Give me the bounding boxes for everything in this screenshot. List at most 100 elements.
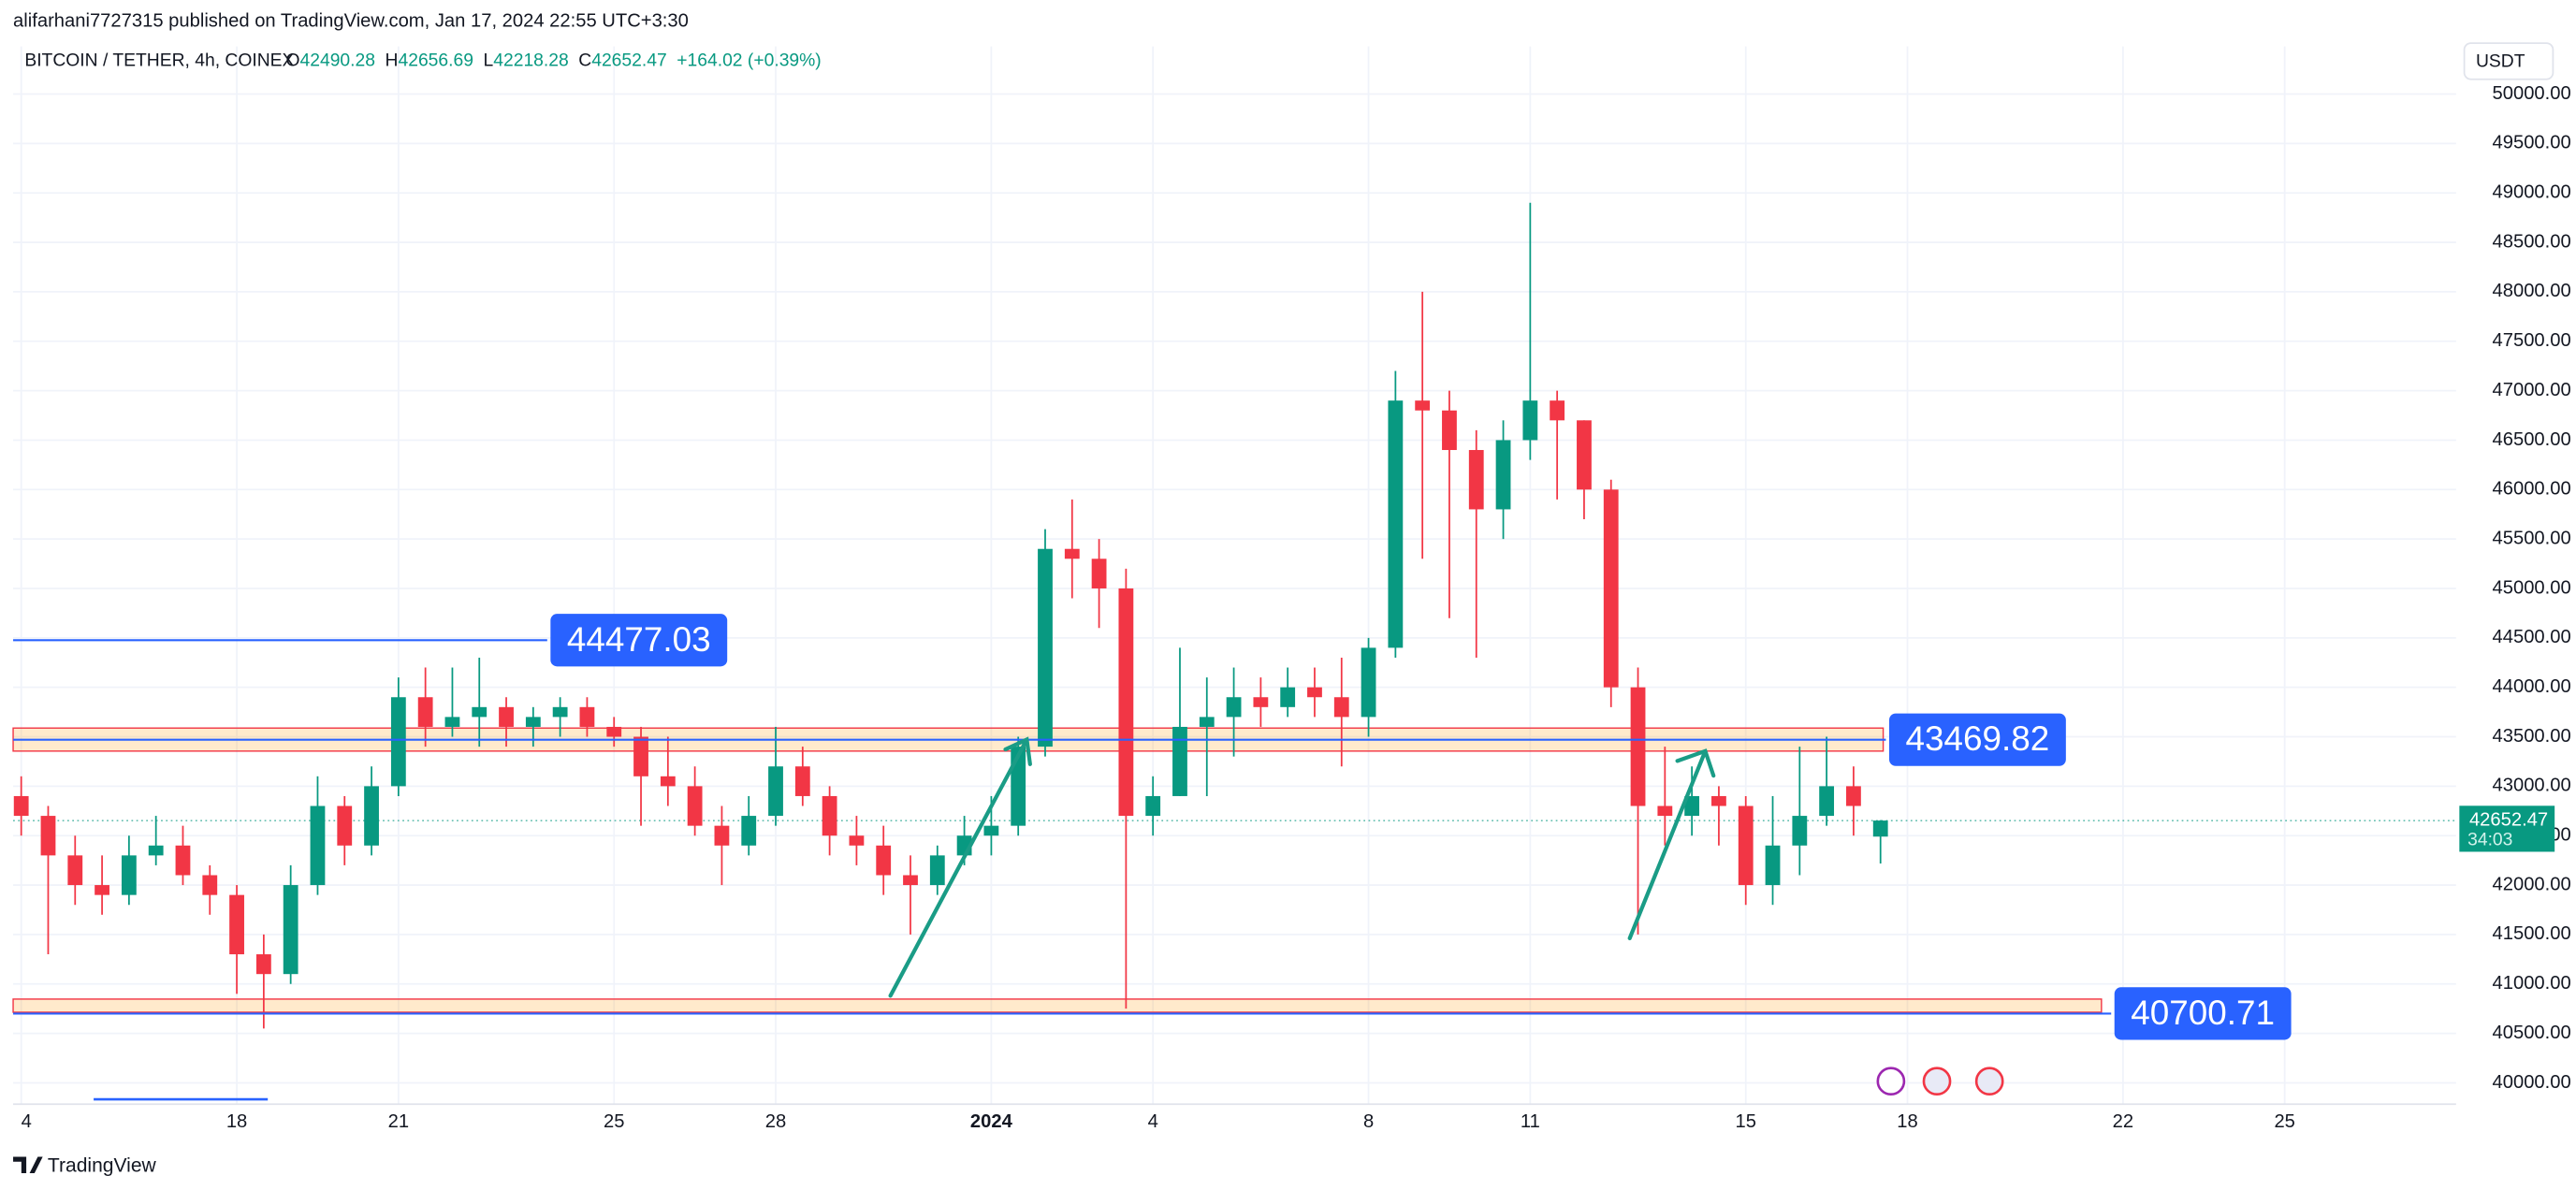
price-tag-value: 42652.47 <box>2469 809 2548 830</box>
candle-body <box>1684 795 1700 817</box>
candle-body <box>1657 805 1673 817</box>
ohlc-label: H <box>386 51 399 70</box>
event-icon[interactable] <box>1922 1067 1952 1096</box>
candle-body <box>364 786 379 846</box>
y-tick-label: 45000.00 <box>2493 577 2571 598</box>
candle-body <box>876 845 892 876</box>
candle-body <box>1522 400 1538 441</box>
y-tick-label: 47500.00 <box>2493 330 2571 351</box>
price-tag-countdown: 34:03 <box>2467 830 2512 849</box>
level-label-box <box>1888 713 2066 766</box>
candle-body <box>1846 786 1861 806</box>
currency: USDT <box>2476 51 2525 71</box>
x-tick-label: 25 <box>604 1111 624 1132</box>
ohlc-label: L <box>484 51 494 70</box>
event-icons <box>1876 1067 2004 1096</box>
ohlc-value: 42218.28 <box>493 51 569 70</box>
brand-name: TradingView <box>48 1155 157 1177</box>
candle-body <box>1280 687 1296 707</box>
candle-body <box>1253 697 1269 707</box>
y-tick-label: 41000.00 <box>2493 973 2571 994</box>
candle-body <box>849 835 865 846</box>
candle-body <box>499 706 514 727</box>
candle-body <box>417 697 433 727</box>
candle-body <box>1333 697 1349 718</box>
x-tick-label: 21 <box>388 1111 409 1132</box>
candle-body <box>633 736 648 776</box>
trend-arrows <box>888 736 1716 998</box>
candle-body <box>1145 795 1161 817</box>
plot-area <box>12 46 2456 1106</box>
trend-arrow <box>888 736 1032 998</box>
candle-body <box>229 894 244 955</box>
level-label: 43469.82 <box>1906 719 2050 758</box>
candle-body <box>1495 440 1511 510</box>
candle-body <box>929 855 945 886</box>
x-tick-label: 22 <box>2113 1111 2133 1132</box>
candle-body <box>202 875 218 895</box>
candle-body <box>794 766 810 796</box>
x-tick-label: 25 <box>2274 1111 2294 1132</box>
y-tick-label: 42000.00 <box>2493 874 2571 894</box>
candle-body <box>1738 805 1754 886</box>
candle-body <box>983 825 999 836</box>
candle-body <box>768 766 783 817</box>
x-tick-label: 11 <box>1521 1111 1540 1132</box>
y-tick-label: 46000.00 <box>2493 479 2571 500</box>
symbol-name: BITCOIN / TETHER, 4h, COINEX <box>24 51 294 70</box>
candle-body <box>1819 786 1835 817</box>
candle-body <box>1550 400 1565 421</box>
candle-body <box>1199 717 1215 727</box>
candle-body <box>337 805 353 846</box>
candle-body <box>1172 726 1187 796</box>
ohlc: O42490.28 H42656.69 L42218.28 C42652.47 +164… <box>285 51 821 70</box>
candle-body <box>121 855 137 895</box>
candle-body <box>1091 559 1107 588</box>
candle-body <box>95 885 109 895</box>
candle-body <box>1064 548 1080 559</box>
x-tick-label: 18 <box>226 1111 247 1132</box>
candle-body <box>606 726 622 737</box>
symbol-legend: BITCOIN / TETHER, 4h, COINEX O42490.28 H4… <box>24 51 821 70</box>
level-label: 44477.03 <box>567 620 711 659</box>
y-tick-label: 40500.00 <box>2493 1023 2571 1043</box>
currency-button[interactable] <box>2463 42 2554 80</box>
y-tick-label: 49000.00 <box>2493 182 2571 203</box>
candle-body <box>148 845 164 856</box>
y-tick-label: 40000.00 <box>2493 1072 2571 1093</box>
x-tick-label: 18 <box>1897 1111 1917 1132</box>
candle-body <box>175 845 191 876</box>
candle-body <box>1118 588 1134 817</box>
candle-body <box>1603 489 1619 688</box>
candle-body <box>552 706 568 718</box>
candle-body <box>1872 820 1888 837</box>
candle-body <box>1307 687 1322 698</box>
y-tick-label: 41500.00 <box>2493 923 2571 944</box>
y-tick-label: 50000.00 <box>2493 83 2571 104</box>
candle-body <box>1468 450 1484 510</box>
candle-body <box>40 816 56 856</box>
publisher-line: alifarhani7727315 published on TradingVi… <box>13 11 689 32</box>
candle-body <box>390 697 406 787</box>
y-tick-label: 44000.00 <box>2493 676 2571 697</box>
candle-body <box>13 795 29 817</box>
event-icon[interactable] <box>1876 1067 1906 1096</box>
event-icon[interactable] <box>1974 1067 2004 1096</box>
candle-body <box>903 875 918 886</box>
ohlc-value: 42656.69 <box>398 51 473 70</box>
candle-body <box>1792 816 1808 846</box>
brand-logo <box>13 1156 43 1174</box>
y-tick-label: 48500.00 <box>2493 231 2571 252</box>
candle-body <box>1765 845 1781 886</box>
ohlc-value: 42490.28 <box>300 51 376 70</box>
candle-body <box>1577 420 1592 490</box>
y-tick-label: 46500.00 <box>2493 429 2571 450</box>
change: +164.02 (+0.39%) <box>677 51 822 70</box>
candle-body <box>444 717 460 727</box>
candle-body <box>579 706 595 727</box>
candle-body <box>1388 400 1404 648</box>
brand: TradingView <box>13 1155 157 1177</box>
candle-body <box>741 816 757 846</box>
price-tag <box>2459 805 2555 852</box>
